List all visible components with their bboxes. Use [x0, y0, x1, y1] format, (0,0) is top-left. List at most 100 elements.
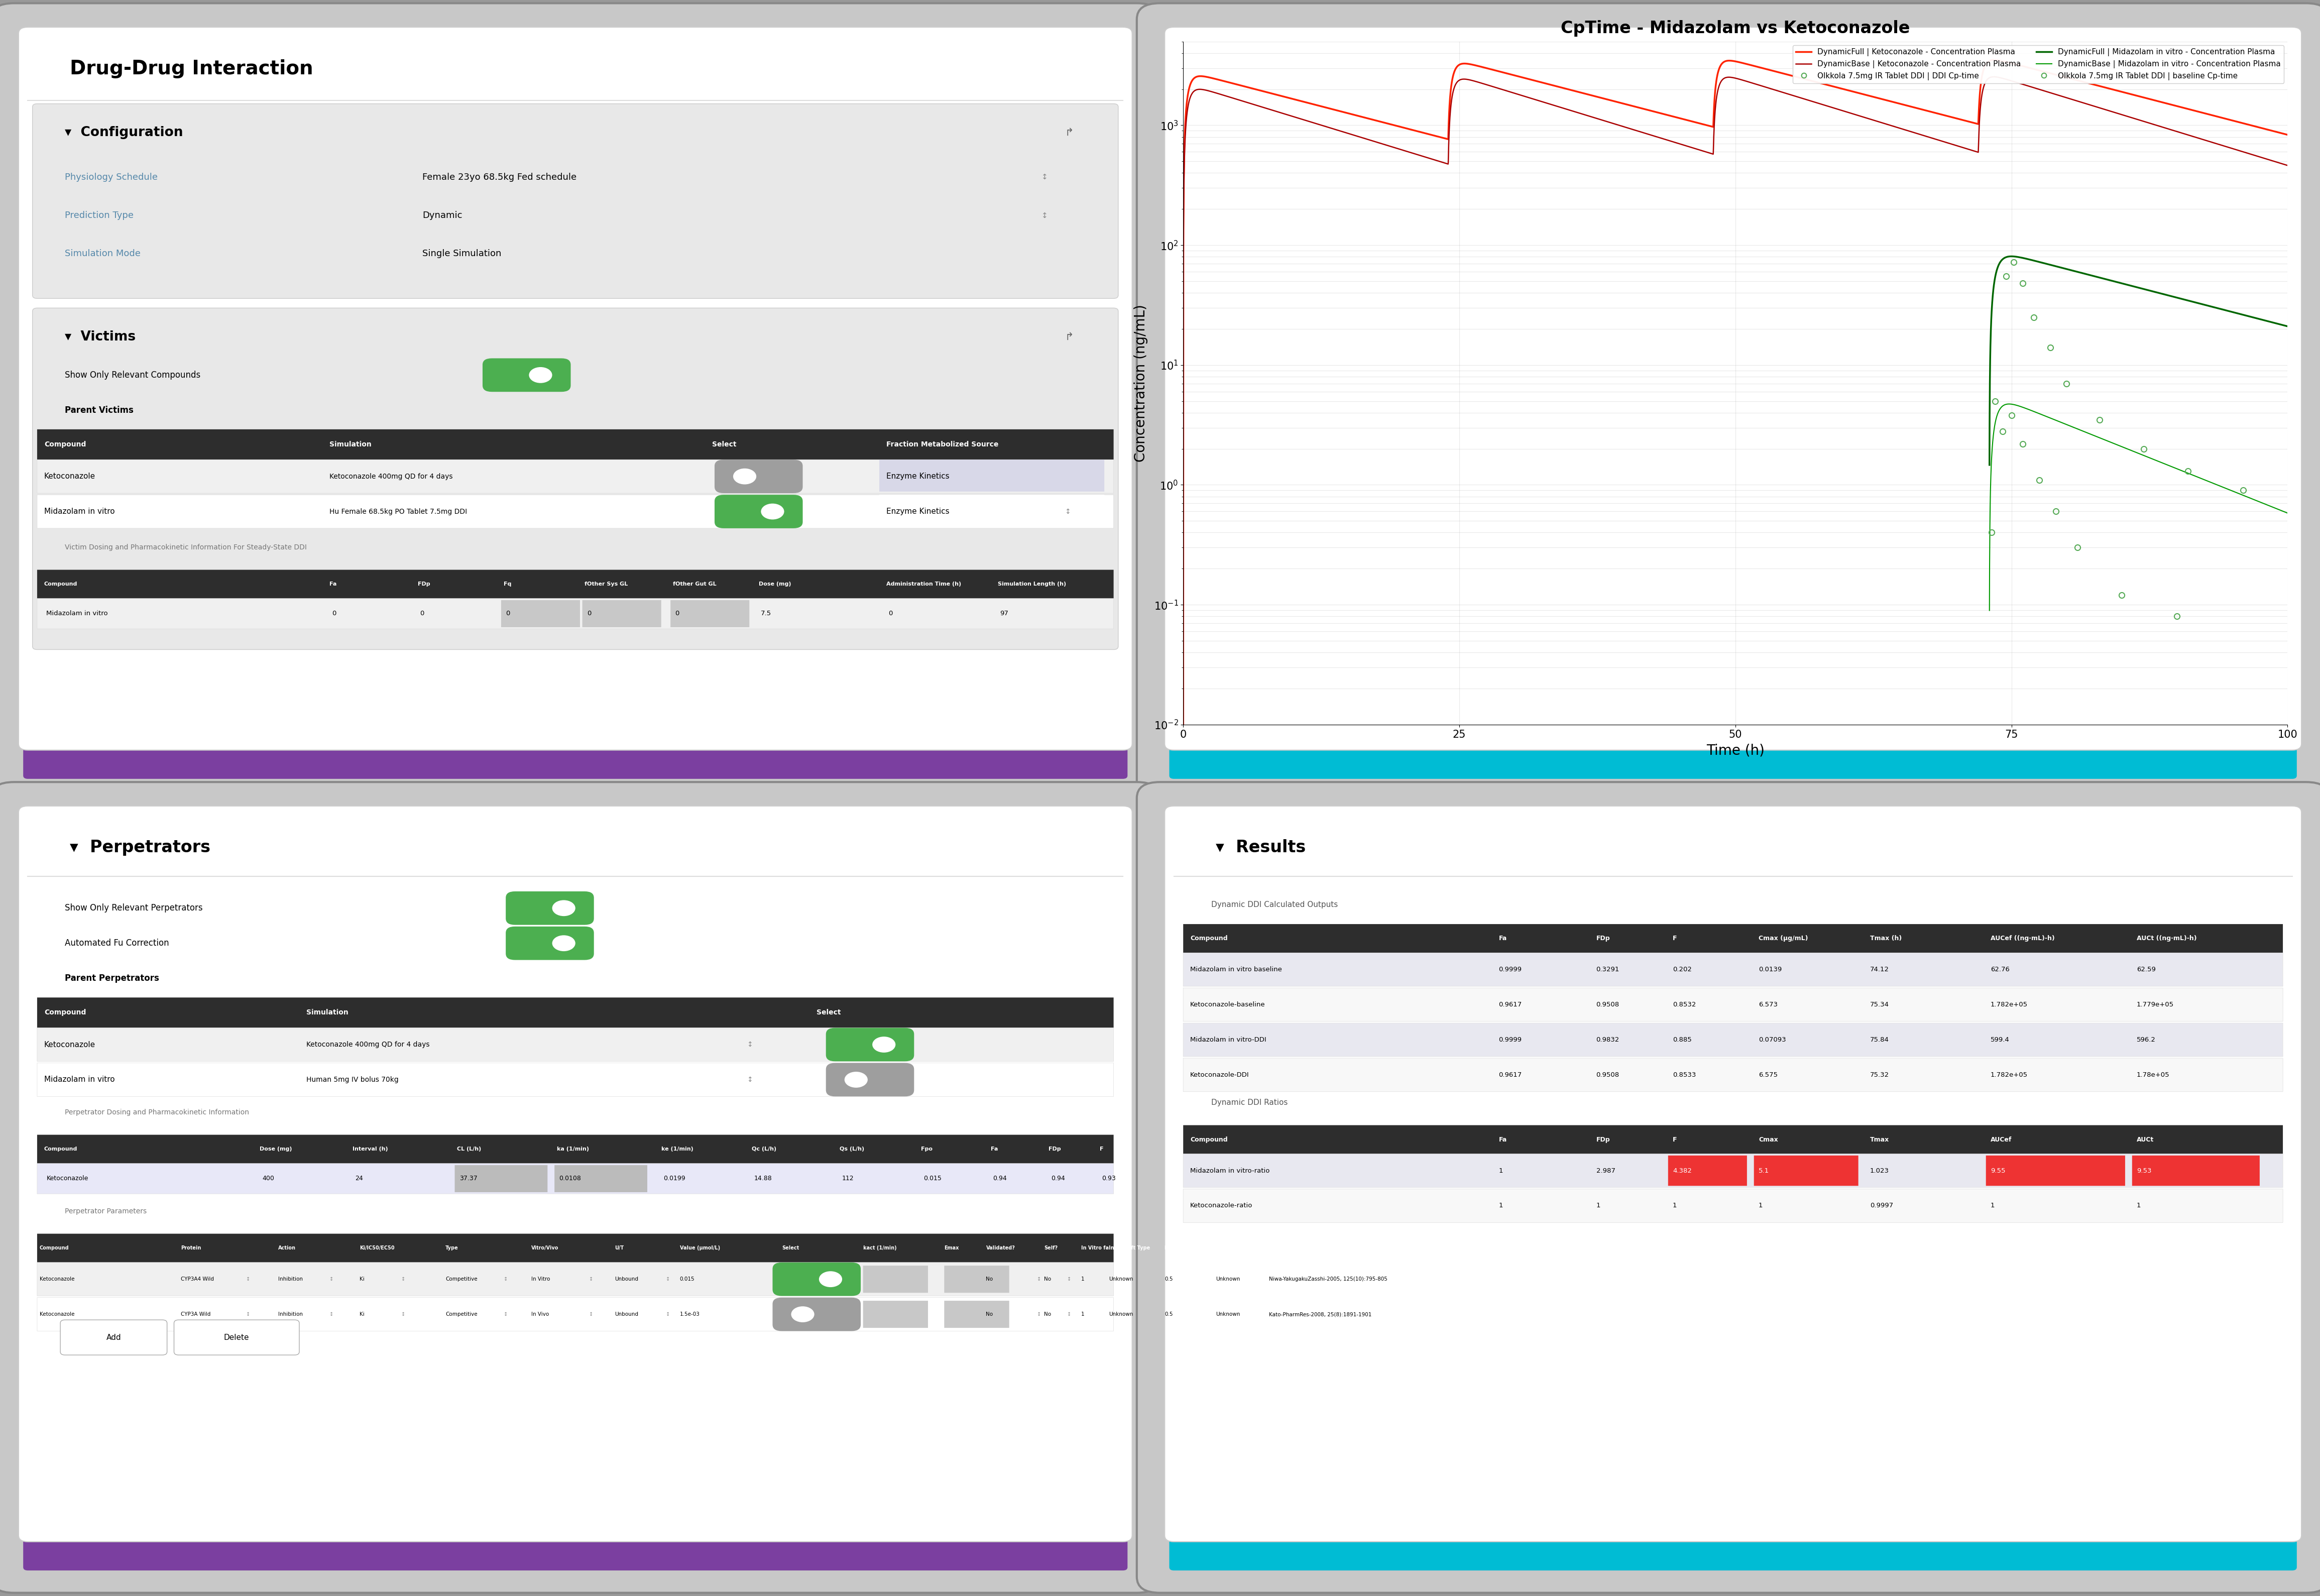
FancyBboxPatch shape	[582, 600, 661, 627]
Text: Ketoconazole: Ketoconazole	[39, 1277, 74, 1282]
Text: Fraction Metabolized Source: Fraction Metabolized Source	[886, 440, 998, 448]
FancyBboxPatch shape	[37, 1028, 1114, 1061]
Text: In Vitro: In Vitro	[531, 1277, 550, 1282]
Olkkola 7.5mg IR Tablet DDI | baseline Cp-time	[2025, 471, 2053, 490]
Text: Ketoconazole 400mg QD for 4 days: Ketoconazole 400mg QD for 4 days	[306, 1041, 429, 1049]
Text: CL (L/h): CL (L/h)	[457, 1146, 480, 1152]
Text: Tmax (h): Tmax (h)	[1870, 935, 1902, 942]
Text: 9.53: 9.53	[2137, 1167, 2151, 1175]
Text: No: No	[1044, 1277, 1051, 1282]
DynamicBase | Ketoconazole - Concentration Plasma	[2274, 156, 2301, 176]
Text: Value (µmol/L): Value (µmol/L)	[680, 1245, 719, 1251]
Text: ke (1/min): ke (1/min)	[661, 1146, 694, 1152]
DynamicBase | Midazolam in vitro - Concentration Plasma	[1977, 600, 2004, 619]
Text: Ki: Ki	[360, 1312, 364, 1317]
Text: Add: Add	[107, 1334, 121, 1341]
Text: 0.9617: 0.9617	[1499, 1071, 1522, 1079]
FancyBboxPatch shape	[1183, 924, 2283, 953]
DynamicFull | Midazolam in vitro - Concentration Plasma	[2141, 282, 2169, 302]
Text: No: No	[986, 1312, 993, 1317]
Text: ↱: ↱	[1065, 128, 1074, 137]
Text: Ketoconazole-ratio: Ketoconazole-ratio	[1190, 1202, 1253, 1210]
Text: ↕: ↕	[1067, 1277, 1072, 1282]
FancyBboxPatch shape	[2132, 1156, 2260, 1186]
Text: Unknown: Unknown	[1109, 1277, 1132, 1282]
Text: Niwa-YakugakuZasshi-2005, 125(10):795-805: Niwa-YakugakuZasshi-2005, 125(10):795-80…	[1269, 1277, 1387, 1282]
Text: ↕: ↕	[666, 1312, 670, 1317]
Text: ↕: ↕	[401, 1277, 406, 1282]
Text: 1: 1	[2137, 1202, 2141, 1210]
Line: Olkkola 7.5mg IR Tablet DDI | DDI Cp-time: Olkkola 7.5mg IR Tablet DDI | DDI Cp-tim…	[1993, 260, 2246, 493]
Text: 24: 24	[355, 1175, 362, 1183]
FancyBboxPatch shape	[37, 1234, 1114, 1262]
Text: 0.9999: 0.9999	[1499, 1036, 1522, 1044]
Text: FDp: FDp	[1596, 1136, 1610, 1143]
Text: Unknown: Unknown	[1216, 1312, 1239, 1317]
DynamicFull | Midazolam in vitro - Concentration Plasma	[2255, 313, 2283, 332]
Text: 62.59: 62.59	[2137, 966, 2155, 974]
Y-axis label: Concentration (ng/mL): Concentration (ng/mL)	[1134, 305, 1148, 461]
DynamicFull | Midazolam in vitro - Concentration Plasma	[2134, 281, 2162, 300]
FancyBboxPatch shape	[23, 1539, 1128, 1570]
Text: Cmax: Cmax	[1759, 1136, 1777, 1143]
Text: No: No	[986, 1277, 993, 1282]
Text: ↕: ↕	[747, 1041, 754, 1049]
FancyBboxPatch shape	[506, 926, 594, 961]
Text: 1: 1	[1759, 1202, 1763, 1210]
Text: 599.4: 599.4	[1991, 1036, 2009, 1044]
Text: 0.015: 0.015	[923, 1175, 942, 1183]
Text: Enzyme Kinetics: Enzyme Kinetics	[886, 508, 949, 516]
DynamicBase | Midazolam in vitro - Concentration Plasma	[2058, 418, 2086, 437]
Text: 6.575: 6.575	[1759, 1071, 1777, 1079]
Text: ↕: ↕	[503, 1277, 508, 1282]
FancyBboxPatch shape	[501, 600, 580, 627]
Text: 596.2: 596.2	[2137, 1036, 2155, 1044]
Line: DynamicBase | Midazolam in vitro - Concentration Plasma: DynamicBase | Midazolam in vitro - Conce…	[1991, 404, 2288, 610]
Olkkola 7.5mg IR Tablet DDI | DDI Cp-time	[2230, 480, 2257, 500]
Text: 1.782e+05: 1.782e+05	[1991, 1001, 2028, 1009]
Text: ↕: ↕	[1042, 212, 1049, 219]
DynamicBase | Midazolam in vitro - Concentration Plasma	[2274, 503, 2301, 522]
Text: Dose (mg): Dose (mg)	[260, 1146, 292, 1152]
FancyBboxPatch shape	[1986, 1156, 2125, 1186]
Text: ↕: ↕	[329, 1312, 334, 1317]
Text: 112: 112	[842, 1175, 854, 1183]
FancyBboxPatch shape	[0, 3, 1160, 801]
Text: F: F	[1673, 1136, 1677, 1143]
Text: Ketoconazole-baseline: Ketoconazole-baseline	[1190, 1001, 1264, 1009]
Olkkola 7.5mg IR Tablet DDI | DDI Cp-time	[2053, 373, 2081, 393]
Text: Simulation: Simulation	[306, 1009, 348, 1017]
Text: 62.76: 62.76	[1991, 966, 2009, 974]
Text: Inhibition: Inhibition	[278, 1277, 304, 1282]
DynamicFull | Midazolam in vitro - Concentration Plasma	[1998, 247, 2025, 267]
Text: Show Only Relevant Perpetrators: Show Only Relevant Perpetrators	[65, 903, 202, 913]
Text: 1.779e+05: 1.779e+05	[2137, 1001, 2174, 1009]
DynamicFull | Midazolam in vitro - Concentration Plasma	[2058, 262, 2086, 281]
Text: F: F	[1673, 935, 1677, 942]
Text: Fa: Fa	[1499, 935, 1508, 942]
FancyBboxPatch shape	[37, 598, 1114, 629]
DynamicFull | Ketoconazole - Concentration Plasma	[1824, 78, 1851, 97]
Text: 75.84: 75.84	[1870, 1036, 1888, 1044]
Text: ▾  Victims: ▾ Victims	[65, 330, 137, 343]
Text: Emax: Emax	[944, 1245, 958, 1251]
Text: Qc (L/h): Qc (L/h)	[752, 1146, 777, 1152]
FancyBboxPatch shape	[60, 1320, 167, 1355]
Text: Compound: Compound	[44, 440, 86, 448]
Text: Simulation Mode: Simulation Mode	[65, 249, 142, 259]
Text: IPConc (mg/mL): IPConc (mg/mL)	[1165, 1245, 1209, 1251]
Text: Ki: Ki	[360, 1277, 364, 1282]
Text: Parent Perpetrators: Parent Perpetrators	[65, 974, 160, 983]
Text: 0.93: 0.93	[1102, 1175, 1116, 1183]
DynamicBase | Ketoconazole - Concentration Plasma	[1225, 91, 1253, 110]
DynamicFull | Midazolam in vitro - Concentration Plasma	[2248, 310, 2276, 329]
Olkkola 7.5mg IR Tablet DDI | DDI Cp-time	[2086, 410, 2114, 429]
FancyBboxPatch shape	[0, 782, 1160, 1593]
DynamicFull | Ketoconazole - Concentration Plasma	[1568, 83, 1596, 102]
DynamicFull | Ketoconazole - Concentration Plasma	[2046, 67, 2074, 86]
FancyBboxPatch shape	[37, 460, 1114, 493]
Text: 1: 1	[1081, 1277, 1083, 1282]
Olkkola 7.5mg IR Tablet DDI | baseline Cp-time	[2042, 501, 2069, 520]
DynamicBase | Ketoconazole - Concentration Plasma	[1169, 752, 1197, 771]
FancyBboxPatch shape	[1183, 953, 2283, 986]
